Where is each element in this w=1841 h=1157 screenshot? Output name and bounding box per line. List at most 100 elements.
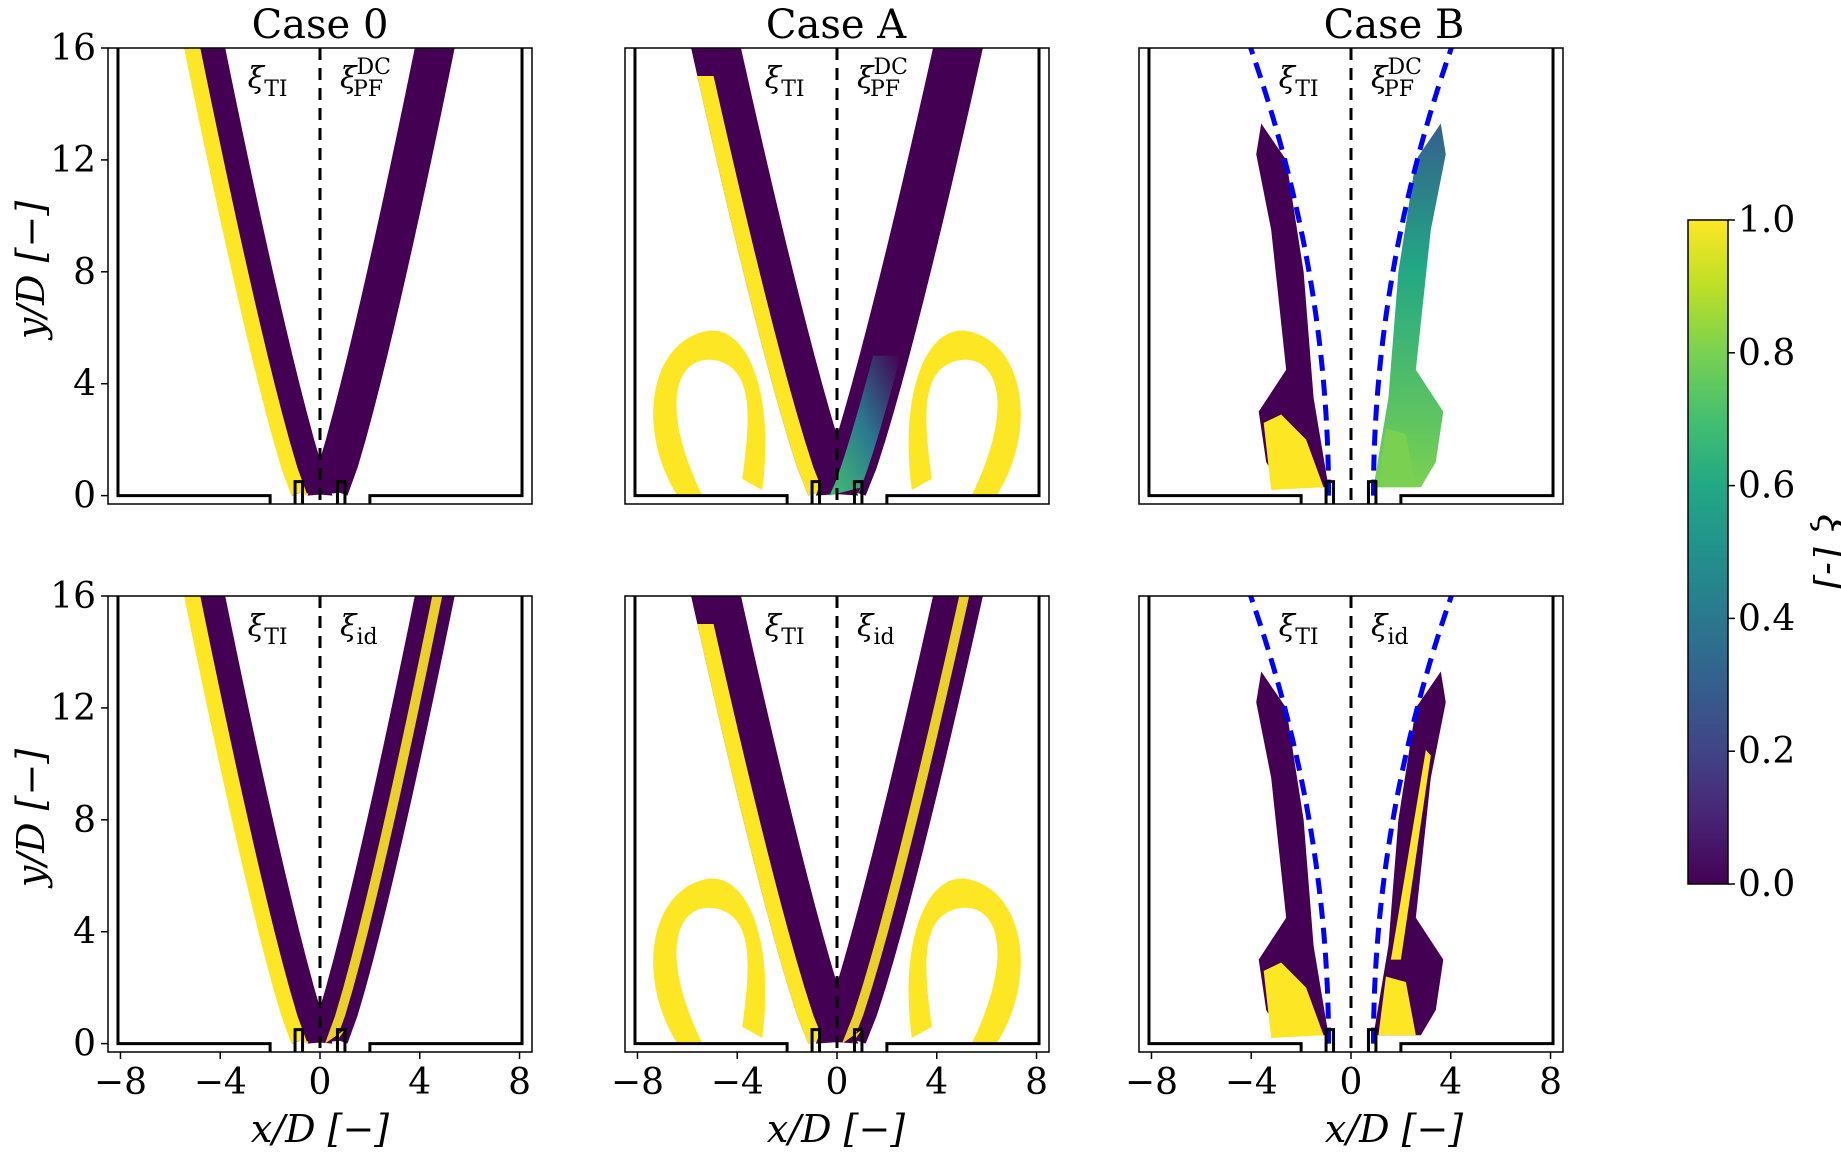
label-xi-id: ξid: [340, 609, 378, 650]
label-xi-ti: ξTI: [765, 61, 805, 102]
x-tick-label: 8: [1539, 1062, 1562, 1103]
geometry-outline: [1147, 48, 1555, 504]
plume-left-edge: [184, 596, 308, 1044]
y-tick-label: 0: [73, 1024, 96, 1065]
y-axis-label-bottom: y/D [−]: [9, 749, 53, 889]
colorbar-ticks: 0.0 0.2 0.4 0.6 0.8 1.0: [1728, 200, 1795, 905]
plume-right: [307, 48, 455, 496]
geometry-outline: [1147, 596, 1555, 1052]
x-tick-label: −4: [1225, 1062, 1278, 1103]
recirculation-lobe-right: [908, 878, 1021, 1044]
colorbar-tick-label: 0.6: [1738, 466, 1795, 507]
x-tick-label: 4: [1439, 1062, 1462, 1103]
y-axis-label-top: y/D [−]: [9, 201, 53, 341]
panel-r1-c0: ξTI ξid 0 4 8 12 16 −8 −4 0 4 8: [50, 576, 533, 1103]
plume-right-mix: [829, 355, 901, 496]
x-tick-label: −4: [194, 1062, 247, 1103]
title-case-b: Case B: [1324, 2, 1465, 48]
plume-left: [691, 48, 859, 496]
colorbar-tick-label: 0.4: [1738, 598, 1795, 639]
plume-left-edge: [697, 75, 825, 496]
streak-right: [1390, 749, 1431, 960]
recirculation-lobe-right: [908, 330, 1021, 496]
base-left: [1263, 414, 1324, 491]
plume-right-streak: [324, 596, 443, 1044]
y-tick-label: 12: [50, 140, 96, 181]
x-tick-label: 8: [508, 1062, 531, 1103]
y-tick-label: 12: [50, 688, 96, 729]
colorbar-tick-label: 1.0: [1738, 200, 1795, 241]
colorbar-tick-label: 0.2: [1738, 731, 1795, 772]
x-axis-label-case-0: x/D [−]: [251, 1107, 389, 1151]
panel-frame: [107, 47, 533, 505]
x-tick-label: −8: [611, 1062, 664, 1103]
recirculation-lobe-left: [653, 330, 766, 496]
label-xi-pf-dc: ξDC PF: [857, 55, 908, 102]
panel-r0-c2: ξTI ξDC PF: [1138, 47, 1564, 505]
label-xi-pf-dc: ξDC PF: [340, 55, 391, 102]
geometry-outline: [116, 48, 524, 504]
x-tick-label: 0: [826, 1062, 849, 1103]
colorbar: [1687, 219, 1729, 885]
plume-left: [1256, 123, 1329, 488]
x-tick-label: −4: [711, 1062, 764, 1103]
y-tick-label: 4: [73, 912, 96, 953]
panel-r0-c0: ξTI ξDC PF 0 4 8 12 16: [50, 28, 533, 517]
label-xi-ti: ξTI: [1279, 609, 1319, 650]
plume-right: [815, 48, 983, 496]
label-xi-ti: ξTI: [1279, 61, 1319, 102]
label-xi-id: ξid: [857, 609, 895, 650]
x-tick-label: −8: [94, 1062, 147, 1103]
title-case-0: Case 0: [252, 2, 389, 48]
geometry-outline: [633, 48, 1041, 504]
label-xi-ti: ξTI: [248, 609, 288, 650]
x-tick-label: −8: [1125, 1062, 1178, 1103]
x-axis-label-case-a: x/D [−]: [767, 1107, 905, 1151]
x-tick-label: 0: [1340, 1062, 1363, 1103]
label-xi-id: ξid: [1371, 609, 1409, 650]
reference-curve-left: [1248, 47, 1332, 496]
y-tick-label: 16: [50, 576, 96, 617]
panels: ξTI ξDC PF 0 4 8 12 16 ξTI ξDC PF ξTI ξDC PF ξTI ξid 0 4 8…: [50, 28, 1564, 1103]
label-xi-ti: ξTI: [248, 61, 288, 102]
x-tick-label: 0: [309, 1062, 332, 1103]
base-right: [1378, 428, 1416, 488]
panel-frame: [1138, 47, 1564, 505]
colorbar-label: ξ [-]: [1809, 514, 1841, 590]
x-tick-label: 4: [408, 1062, 431, 1103]
plume-right-streak: [841, 596, 970, 1044]
geometry-outline: [116, 596, 524, 1052]
reference-curve-right: [1370, 595, 1454, 1044]
label-xi-ti: ξTI: [765, 609, 805, 650]
panel-frame: [624, 47, 1050, 505]
plume-right: [1373, 123, 1446, 488]
x-axis-label-case-b: x/D [−]: [1325, 1107, 1463, 1151]
title-case-a: Case A: [766, 2, 907, 48]
plume-left: [691, 596, 859, 1044]
plume-right: [307, 596, 455, 1044]
plume-left: [1256, 671, 1329, 1036]
base-right: [1378, 976, 1416, 1036]
plume-left-edge: [697, 623, 825, 1044]
y-tick-label: 4: [73, 364, 96, 405]
label-xi-pf-dc: ξDC PF: [1371, 55, 1422, 102]
panel-r1-c2: ξTI ξid −8 −4 0 4 8: [1125, 595, 1564, 1103]
reference-curve-right: [1370, 47, 1454, 496]
y-tick-label: 0: [73, 476, 96, 517]
plume-right: [815, 596, 983, 1044]
recirculation-lobe-left: [653, 878, 766, 1044]
panel-r1-c1: ξTI ξid −8 −4 0 4 8: [611, 595, 1050, 1103]
colorbar-tick-label: 0.8: [1738, 333, 1795, 374]
colorbar-tick-label: 0.0: [1738, 864, 1795, 905]
plume-left-edge: [184, 48, 308, 496]
y-tick-label: 8: [73, 252, 96, 293]
x-tick-label: 4: [925, 1062, 948, 1103]
panel-r0-c1: ξTI ξDC PF: [624, 47, 1050, 505]
y-tick-label: 16: [50, 28, 96, 69]
geometry-outline: [633, 596, 1041, 1052]
base-left: [1263, 962, 1324, 1039]
x-tick-label: 8: [1025, 1062, 1048, 1103]
y-tick-label: 8: [73, 800, 96, 841]
reference-curve-left: [1248, 595, 1332, 1044]
